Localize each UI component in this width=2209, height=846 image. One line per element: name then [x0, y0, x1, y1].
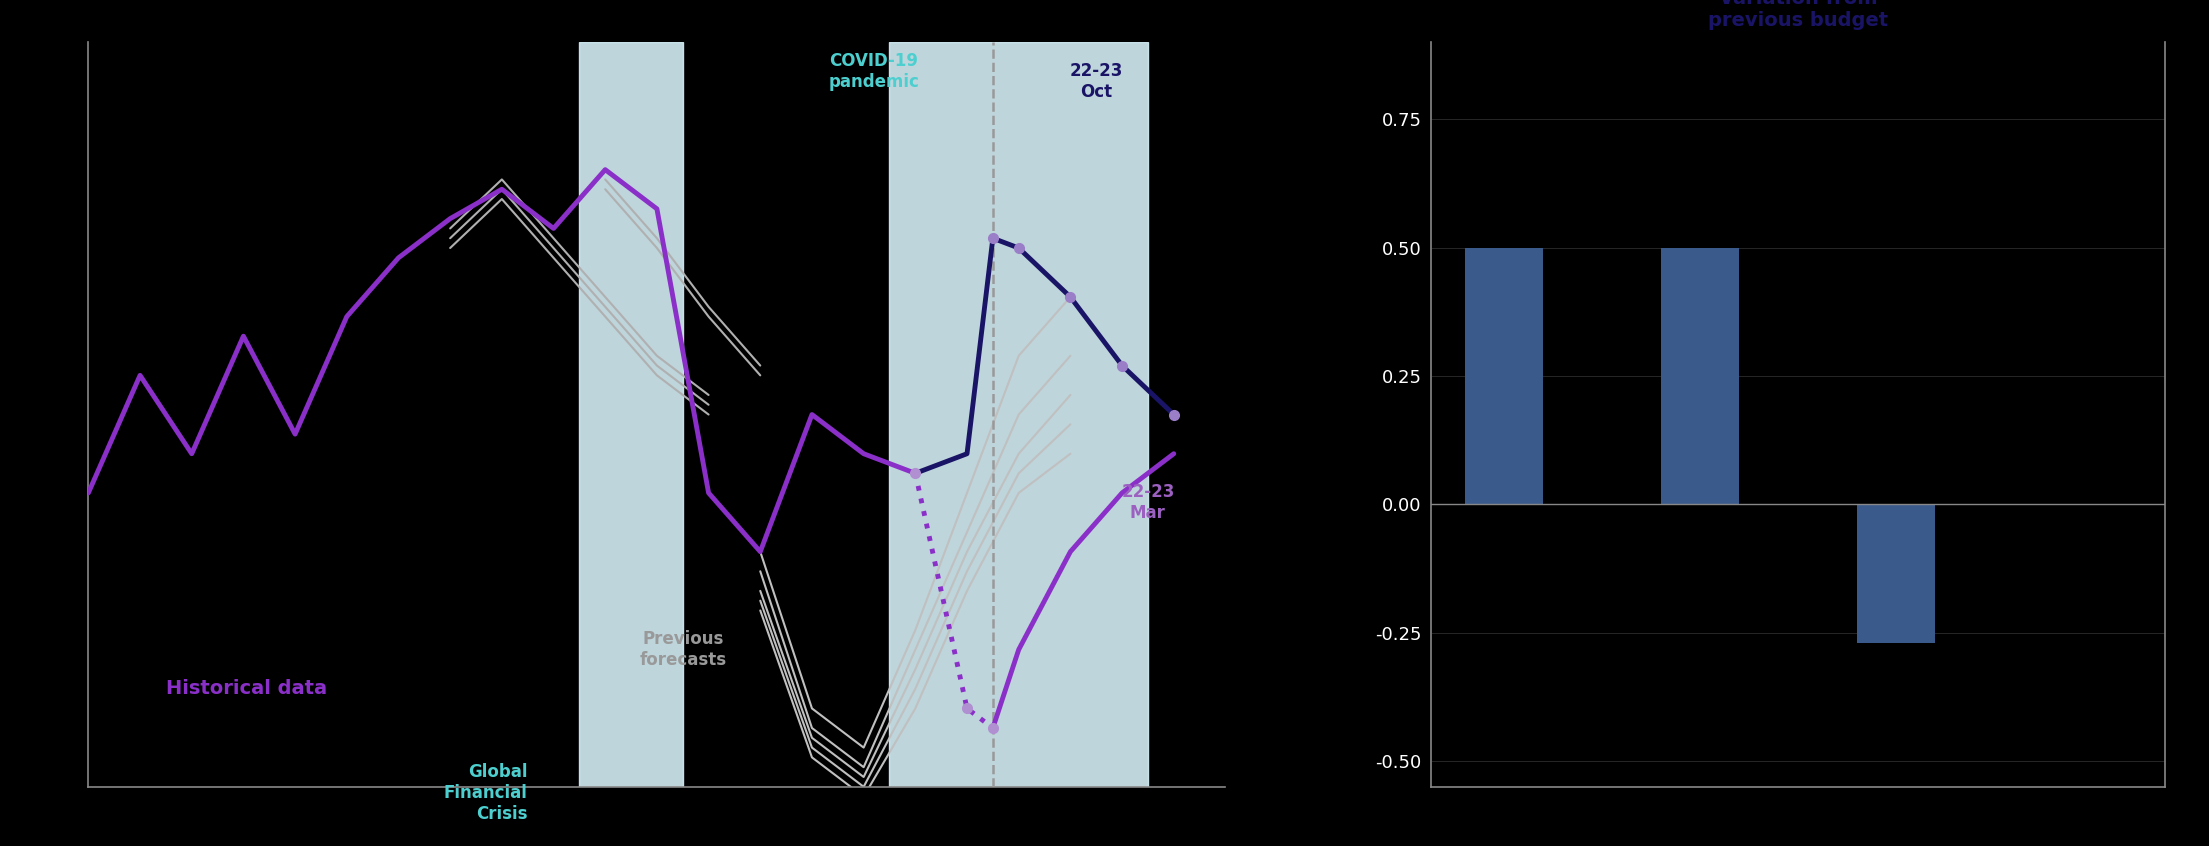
- Text: COVID-19
pandemic: COVID-19 pandemic: [828, 52, 919, 91]
- Text: 22-23
Oct: 22-23 Oct: [1069, 62, 1122, 101]
- Text: Historical data: Historical data: [166, 679, 327, 698]
- Title: Variation from
previous budget: Variation from previous budget: [1708, 0, 1889, 30]
- Bar: [579, 42, 683, 787]
- Bar: [890, 42, 1149, 787]
- Text: Previous
forecasts: Previous forecasts: [638, 630, 727, 669]
- Bar: [1465, 248, 1544, 504]
- Text: 22-23
Mar: 22-23 Mar: [1122, 483, 1175, 522]
- Text: Global
Financial
Crisis: Global Financial Crisis: [444, 763, 528, 823]
- Bar: [1661, 248, 1738, 504]
- Bar: [1858, 504, 1935, 643]
